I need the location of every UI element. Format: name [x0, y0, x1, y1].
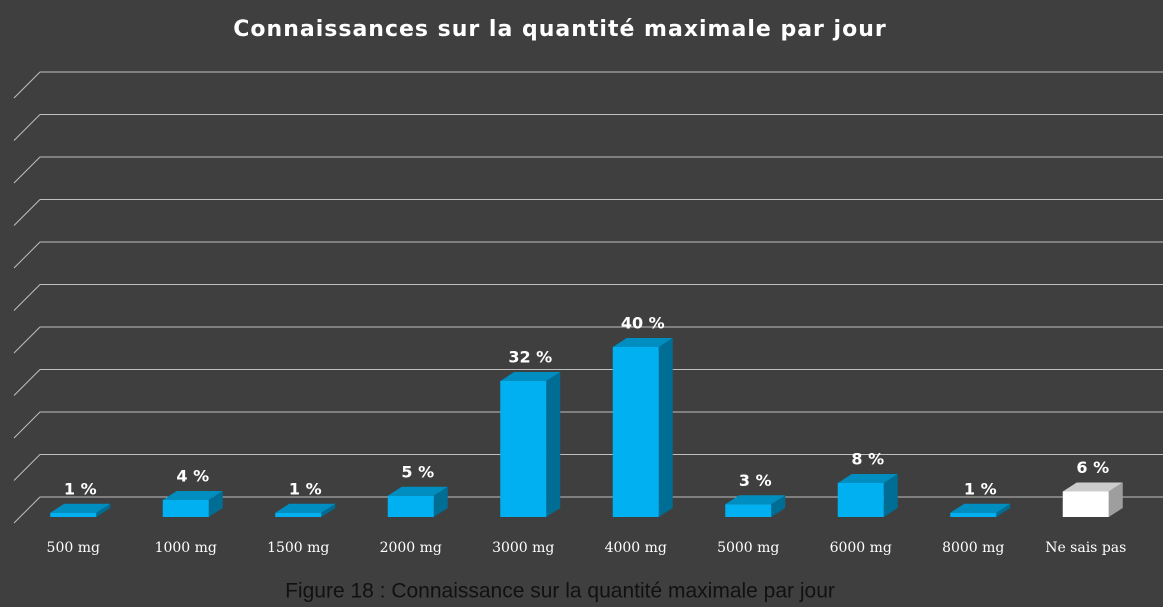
grid-line	[13, 326, 1163, 354]
grid-line	[13, 369, 1163, 396]
bar	[1062, 491, 1109, 517]
data-label: 8 %	[851, 450, 884, 469]
bar-top	[387, 486, 448, 496]
bar-top	[1062, 482, 1123, 492]
data-label: 6 %	[1076, 458, 1109, 477]
x-tick-label: 4000 mg	[605, 540, 667, 556]
bar-side	[771, 495, 786, 517]
grid-line	[13, 241, 1163, 269]
x-tick-label: 6000 mg	[830, 540, 892, 556]
bar-top	[837, 474, 898, 483]
grid-line	[13, 71, 1163, 99]
grid-line	[13, 114, 1163, 141]
grid-line	[13, 411, 1163, 439]
chart-title: Connaissances sur la quantité maximale p…	[233, 17, 886, 42]
x-tick-label: 2000 mg	[380, 540, 442, 556]
data-label: 32 %	[508, 348, 552, 367]
grid-line	[13, 454, 1163, 481]
x-tick-label: 500 mg	[47, 540, 100, 556]
bar-side	[321, 503, 336, 517]
bar	[500, 381, 547, 517]
bar-side	[883, 474, 898, 517]
bar-top	[162, 491, 223, 500]
grid-line	[13, 199, 1163, 226]
x-tick-label: 1500 mg	[267, 540, 329, 556]
data-label: 4 %	[176, 467, 209, 486]
data-label: 1 %	[64, 479, 97, 498]
bar-top	[50, 503, 111, 513]
bar	[725, 504, 772, 517]
bar-top	[500, 372, 561, 381]
grid-line	[13, 156, 1163, 184]
bar-side	[208, 491, 223, 517]
data-label: 3 %	[739, 471, 772, 490]
bar-side	[546, 372, 561, 517]
data-label: 40 %	[621, 314, 665, 333]
x-tick-label: 1000 mg	[155, 540, 217, 556]
grid-line	[13, 496, 1163, 524]
bar	[837, 483, 884, 517]
bar-top	[950, 503, 1011, 513]
data-label: 1 %	[964, 479, 997, 498]
caption: Figure 18 : Connaissance sur la quantité…	[285, 580, 835, 603]
bar-top	[612, 338, 673, 347]
bar-top	[725, 495, 786, 505]
x-tick-label: 3000 mg	[492, 540, 554, 556]
data-label: 5 %	[401, 462, 434, 481]
bar-side	[658, 338, 673, 517]
x-tick-label: 8000 mg	[942, 540, 1004, 556]
bar-top	[275, 503, 336, 513]
bar	[387, 495, 434, 517]
bar	[275, 512, 322, 517]
data-label: 1 %	[289, 479, 322, 498]
bar-side	[96, 503, 111, 517]
bar	[950, 512, 997, 517]
bar-side	[1108, 482, 1123, 517]
bar	[50, 512, 97, 517]
bar-side	[433, 486, 448, 517]
x-tick-label: Ne sais pas	[1045, 540, 1126, 556]
grid-line	[13, 284, 1163, 311]
bar	[162, 500, 209, 517]
bar-side	[996, 503, 1011, 517]
x-tick-label: 5000 mg	[717, 540, 779, 556]
bar	[612, 347, 659, 517]
